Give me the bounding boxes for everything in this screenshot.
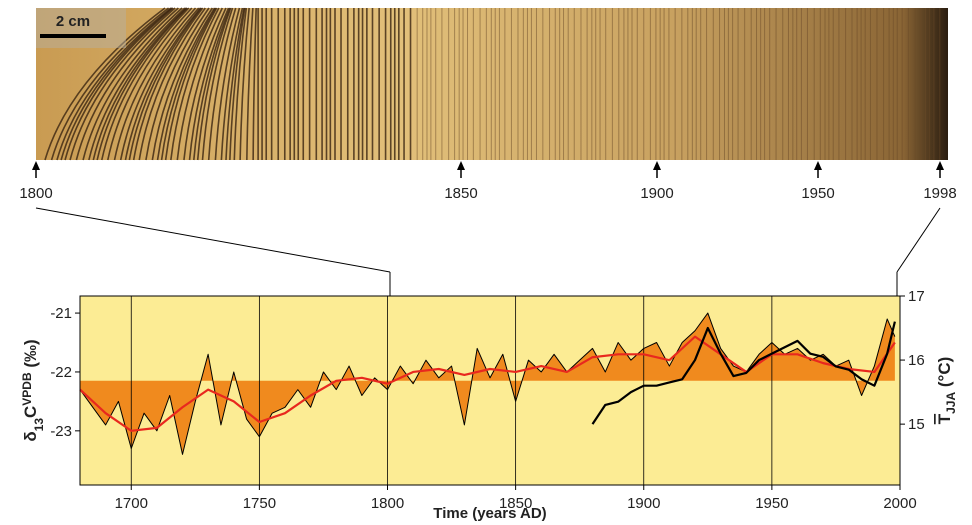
tree-ring bbox=[60, 7, 173, 161]
tree-ring bbox=[107, 7, 193, 161]
tree-ring bbox=[246, 7, 254, 161]
series-line bbox=[79, 312, 896, 455]
anomaly-fill bbox=[80, 313, 895, 455]
y-label-part: VPDB bbox=[20, 372, 34, 406]
arrow-head bbox=[653, 161, 661, 170]
y-tick-label: -21 bbox=[50, 305, 72, 322]
tree-ring bbox=[96, 7, 188, 161]
x-tick-label: 1900 bbox=[627, 495, 660, 512]
tree-ring bbox=[44, 7, 166, 161]
tree-ring bbox=[124, 7, 202, 161]
tree-ring bbox=[233, 7, 248, 161]
year-label: 1950 bbox=[801, 185, 834, 202]
x-tick-label: 1800 bbox=[371, 495, 404, 512]
tree-ring bbox=[151, 7, 214, 161]
year-label: 1850 bbox=[444, 185, 477, 202]
tree-rings bbox=[44, 7, 941, 161]
y2-tick-label: 15 bbox=[908, 416, 925, 433]
tree-ring bbox=[160, 7, 217, 161]
tree-ring bbox=[56, 7, 172, 161]
tree-ring bbox=[64, 7, 174, 161]
tree-ring bbox=[145, 7, 210, 161]
y-label-part: C bbox=[21, 406, 40, 418]
plot-background bbox=[80, 296, 900, 485]
tree-ring bbox=[156, 7, 216, 161]
arrow-head bbox=[936, 161, 944, 170]
tree-ring bbox=[188, 7, 230, 161]
y-tick-label: -22 bbox=[50, 364, 72, 381]
chart: 1700 1750 1800 1850 1900 1950 2000 -23 -22 -21 15 1… bbox=[20, 288, 958, 522]
tree-ring bbox=[50, 7, 170, 161]
x-tick-label: 1700 bbox=[115, 495, 148, 512]
arrow-head bbox=[32, 161, 40, 170]
tree-ring bbox=[69, 7, 176, 161]
tree-ring bbox=[239, 7, 250, 161]
tree-ring bbox=[207, 7, 237, 161]
x-tick-label: 1750 bbox=[243, 495, 276, 512]
y2-tick-label: 16 bbox=[908, 352, 925, 369]
y-label-part: δ bbox=[21, 431, 40, 441]
tree-ring bbox=[201, 7, 234, 161]
tree-ring bbox=[196, 7, 232, 161]
tree-ring bbox=[92, 7, 187, 161]
tree-ring bbox=[225, 7, 245, 161]
connector bbox=[35, 207, 391, 273]
y-label-part: 13 bbox=[32, 418, 46, 432]
tree-ring bbox=[82, 7, 183, 161]
tree-ring bbox=[113, 7, 197, 161]
tree-ring bbox=[252, 7, 257, 161]
y-axis-label: δ13CVPDB (‰) bbox=[20, 339, 46, 441]
y2-label-part: T bbox=[935, 413, 954, 424]
y-tick-label: -23 bbox=[50, 423, 72, 440]
x-tick-label: 1850 bbox=[499, 495, 532, 512]
tree-ring bbox=[88, 7, 186, 161]
tree-ring bbox=[75, 7, 179, 161]
scale-label: 2 cm bbox=[56, 13, 90, 30]
x-axis-label: Time (years AD) bbox=[433, 505, 546, 522]
year-label: 1998 bbox=[923, 185, 956, 202]
tree-ring bbox=[193, 7, 231, 161]
y2-axis-label: TJJA (°C) bbox=[935, 357, 958, 425]
y2-tick-label: 17 bbox=[908, 288, 925, 305]
tree-ring bbox=[229, 7, 246, 161]
series-line bbox=[591, 321, 896, 425]
tree-ring bbox=[183, 7, 227, 161]
tree-ring bbox=[132, 7, 204, 161]
connector bbox=[896, 207, 941, 273]
y2-label-part: JJA bbox=[944, 392, 958, 414]
tree-ring bbox=[214, 7, 241, 161]
tree-ring bbox=[220, 7, 244, 161]
tree-ring bbox=[176, 7, 224, 161]
plot-frame bbox=[79, 295, 901, 486]
series-line bbox=[79, 335, 896, 432]
arrow-head bbox=[814, 161, 822, 170]
year-label: 1800 bbox=[19, 185, 52, 202]
tree-ring bbox=[138, 7, 206, 161]
tree-ring bbox=[128, 7, 202, 161]
photo-corner bbox=[36, 8, 126, 48]
x-tick-label: 2000 bbox=[883, 495, 916, 512]
tree-ring bbox=[101, 7, 190, 161]
y2-label-part: (°C) bbox=[935, 357, 954, 392]
arrow-head bbox=[457, 161, 465, 170]
tree-ring bbox=[170, 7, 220, 161]
tree-ring bbox=[164, 7, 218, 161]
year-label: 1900 bbox=[640, 185, 673, 202]
x-tick-label: 1950 bbox=[755, 495, 788, 512]
tree-ring bbox=[119, 7, 200, 161]
y-label-part: (‰) bbox=[21, 339, 40, 372]
